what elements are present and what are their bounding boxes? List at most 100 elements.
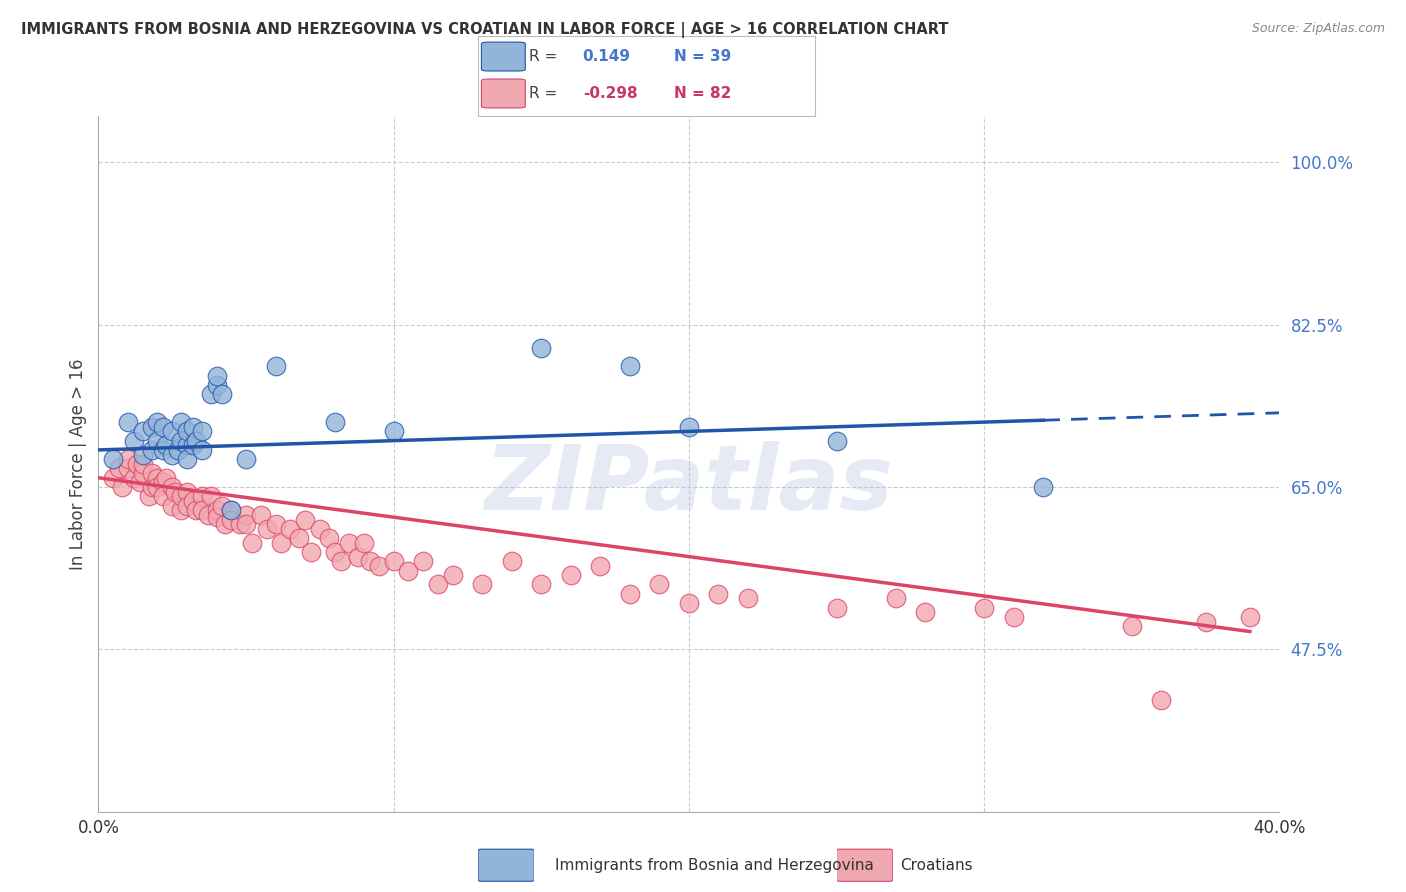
Point [589, 558, 612, 573]
Point [396, 564, 419, 578]
Point [1002, 610, 1025, 624]
Point [737, 591, 759, 606]
Point [211, 387, 233, 401]
Point [884, 591, 907, 606]
Point [200, 489, 222, 503]
Point [132, 466, 155, 480]
Point [184, 503, 207, 517]
Text: R =: R = [529, 86, 557, 101]
Point [530, 577, 553, 591]
Point [181, 419, 204, 434]
Point [191, 489, 214, 503]
Point [138, 489, 160, 503]
Point [117, 452, 139, 467]
Point [530, 341, 553, 355]
Point [427, 577, 450, 591]
Point [619, 587, 641, 601]
Point [152, 475, 174, 490]
Point [152, 489, 174, 503]
Point [165, 484, 187, 499]
Point [117, 461, 139, 475]
Point [1195, 615, 1218, 629]
Point [132, 425, 155, 439]
FancyBboxPatch shape [478, 849, 534, 881]
Point [214, 517, 236, 532]
Point [176, 484, 198, 499]
Text: N = 39: N = 39 [673, 49, 731, 64]
Point [825, 600, 848, 615]
Point [235, 452, 257, 467]
Point [323, 415, 346, 429]
Point [914, 605, 936, 619]
Point [678, 419, 700, 434]
Point [229, 517, 252, 532]
Text: Source: ZipAtlas.com: Source: ZipAtlas.com [1251, 22, 1385, 36]
Point [323, 545, 346, 559]
Point [128, 475, 150, 490]
Point [176, 499, 198, 513]
Point [250, 508, 273, 522]
Point [825, 434, 848, 448]
Point [205, 509, 228, 524]
Point [122, 434, 145, 448]
Point [146, 415, 169, 429]
Point [170, 415, 193, 429]
Point [412, 554, 434, 568]
Point [152, 419, 174, 434]
Point [162, 448, 183, 462]
Point [256, 522, 278, 536]
Point [170, 503, 193, 517]
Text: R =: R = [529, 49, 557, 64]
Point [155, 438, 177, 452]
Point [648, 577, 671, 591]
Point [278, 522, 302, 536]
Point [162, 499, 183, 513]
Point [382, 425, 405, 439]
Point [441, 568, 464, 582]
Point [382, 554, 405, 568]
Text: -0.298: -0.298 [582, 86, 637, 101]
Point [155, 471, 177, 485]
Point [678, 596, 700, 610]
Point [184, 434, 207, 448]
Point [117, 415, 139, 429]
Point [181, 494, 204, 508]
FancyBboxPatch shape [837, 849, 893, 881]
Point [141, 480, 163, 494]
Text: ZIPatlas: ZIPatlas [485, 441, 893, 529]
Point [1239, 610, 1261, 624]
Point [125, 457, 148, 471]
Point [1032, 480, 1054, 494]
Point [219, 503, 242, 517]
Point [146, 480, 169, 494]
Point [141, 442, 163, 457]
Point [141, 466, 163, 480]
Point [170, 434, 193, 448]
Point [235, 508, 257, 522]
Point [329, 554, 352, 568]
Point [240, 535, 263, 549]
Text: Immigrants from Bosnia and Herzegovina: Immigrants from Bosnia and Herzegovina [555, 858, 875, 872]
Point [132, 448, 155, 462]
Point [501, 554, 523, 568]
Point [162, 480, 183, 494]
Point [176, 438, 198, 452]
Point [146, 434, 169, 448]
Point [219, 503, 242, 517]
Point [309, 522, 332, 536]
Point [197, 508, 219, 522]
Point [211, 499, 233, 513]
Point [176, 425, 198, 439]
FancyBboxPatch shape [481, 42, 526, 71]
Point [299, 545, 322, 559]
Point [219, 512, 242, 526]
Point [1150, 693, 1173, 707]
Point [200, 387, 222, 401]
Point [359, 554, 381, 568]
Point [347, 549, 370, 564]
Point [270, 535, 292, 549]
Y-axis label: In Labor Force | Age > 16: In Labor Force | Age > 16 [69, 358, 87, 570]
Point [619, 359, 641, 374]
Point [181, 438, 204, 452]
Point [205, 368, 228, 383]
